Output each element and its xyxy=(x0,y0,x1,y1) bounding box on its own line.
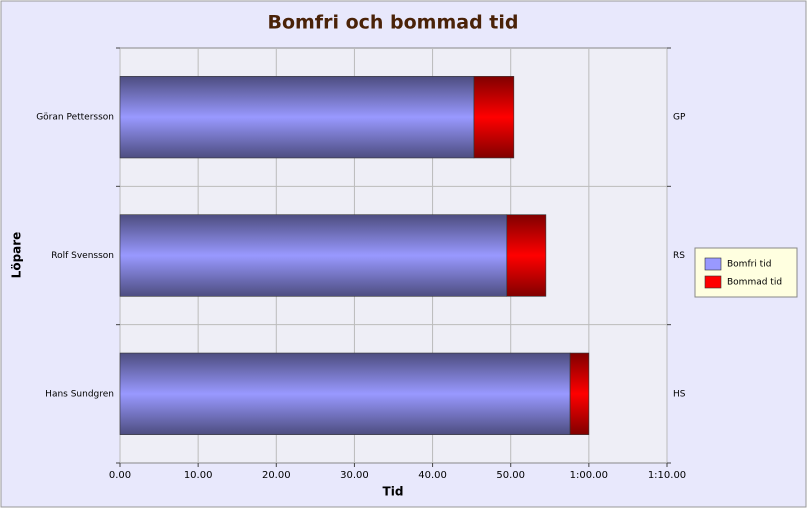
x-tick-label: 10.00 xyxy=(184,470,213,481)
bar xyxy=(119,214,508,297)
legend-label: Bomfri tid xyxy=(727,260,771,270)
x-tick-label: 40.00 xyxy=(418,470,447,481)
y2-tick-label: RS xyxy=(673,251,685,261)
x-tick-label: 1:10.00 xyxy=(648,470,686,481)
x-axis-title: Tid xyxy=(383,485,404,499)
legend-swatch xyxy=(704,257,722,271)
bar xyxy=(119,76,475,159)
legend-label: Bommad tid xyxy=(727,278,782,288)
bar xyxy=(569,352,590,435)
y2-tick-label: GP xyxy=(673,113,686,123)
bar xyxy=(119,352,571,435)
chart-title: Bomfri och bommad tid xyxy=(267,12,518,34)
x-tick-label: 1:00.00 xyxy=(570,470,608,481)
legend-swatch xyxy=(704,275,722,289)
y2-tick-label: HS xyxy=(673,389,686,399)
x-tick-label: 50.00 xyxy=(496,470,525,481)
x-tick-label: 20.00 xyxy=(262,470,291,481)
bar xyxy=(506,214,547,297)
x-tick-label: 30.00 xyxy=(340,470,369,481)
x-tick-label: 0.00 xyxy=(109,470,131,481)
y-tick-label: Göran Pettersson xyxy=(36,113,114,123)
y-tick-label: Hans Sundgren xyxy=(45,389,114,399)
y-tick-label: Rolf Svensson xyxy=(51,251,114,261)
bar xyxy=(473,76,515,159)
y-axis-title: Löpare xyxy=(10,232,24,279)
legend xyxy=(694,247,798,298)
